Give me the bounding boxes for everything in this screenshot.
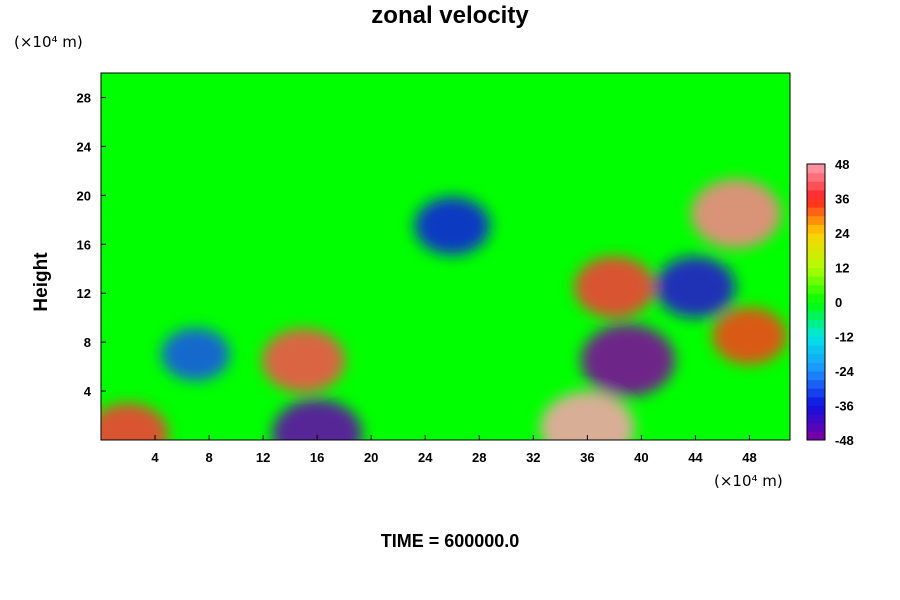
colorbar-segment [807,396,825,406]
plot-area [100,72,791,441]
colorbar-frame [806,163,826,441]
heatmap-feature [262,328,346,393]
colorbar-segment [807,345,825,355]
x-tick-label: 4 [151,450,159,465]
y-tick-label: 24 [77,139,92,154]
colorbar-segment [807,207,825,217]
heatmap-feature [655,256,736,318]
colorbar-segment [807,293,825,303]
colorbar-tick-label: 12 [835,261,849,276]
colorbar-segment [807,224,825,234]
colorbar-segment [807,276,825,286]
time-label: TIME = 600000.0 [380,531,520,551]
colorbar-segment [807,233,825,243]
heatmap-feature [580,324,676,397]
colorbar-segment [807,405,825,415]
heatmap-feature [271,399,363,440]
x-tick-label: 12 [256,450,270,465]
colorbar-segment [807,414,825,424]
x-tick-label: 32 [526,450,540,465]
colorbar-segment [807,327,825,337]
y-tick-label: 12 [77,286,91,301]
colorbar-segment [807,388,825,398]
colorbar-segment [807,319,825,329]
colorbar-segment [807,258,825,268]
colorbar-segment [807,164,825,174]
x-tick-label: 20 [364,450,378,465]
x-tick-label: 44 [688,450,703,465]
chart-title: zonal velocity [371,2,529,29]
colorbar-tick-label: -36 [835,399,854,414]
colorbar-segment [807,431,825,441]
colorbar-segment [807,336,825,346]
colorbar-segment [807,353,825,363]
colorbar-segment [807,379,825,389]
heatmap-feature [414,196,491,256]
colorbar-segment [807,302,825,312]
y-tick-label: 28 [77,90,91,105]
x-tick-label: 24 [418,450,433,465]
heatmap-feature [540,391,635,440]
heatmap-feature [690,178,782,249]
colorbar-segment [807,181,825,191]
colorbar-tick-label: 36 [835,192,849,207]
y-tick-label: 8 [84,335,91,350]
colorbar-segment [807,267,825,277]
plot-frame [100,72,791,441]
colorbar-tick-label: -48 [835,433,854,448]
y-tick-label: 16 [77,237,91,252]
colorbar-segment [807,172,825,182]
heatmap-feature [161,327,231,381]
y-tick-label: 4 [84,384,92,399]
colorbar-segment [807,215,825,225]
x-tick-label: 36 [580,450,594,465]
colorbar-segment [807,189,825,199]
colorbar-segment [807,371,825,381]
x-tick-label: 16 [310,450,324,465]
x-tick-label: 40 [634,450,648,465]
colorbar-segment [807,310,825,320]
heatmap-feature [574,256,655,318]
colorbar-tick-label: -12 [835,330,854,345]
colorbar-tick-label: 0 [835,295,842,310]
colorbar-tick-label: 24 [835,226,850,241]
colorbar-segment [807,284,825,294]
x-tick-label: 48 [742,450,756,465]
colorbar-segment [807,241,825,251]
x-tick-label: 8 [205,450,212,465]
heatmap-feature [712,307,787,365]
colorbar-segment [807,250,825,260]
heatmap-feature [101,402,169,440]
colorbar-tick-label: -24 [835,364,855,379]
colorbar-segment [807,198,825,208]
colorbar: 48 36 24 12 0 -12 -24 -36 -48 [806,157,855,448]
plot-background [101,73,790,440]
y-axis-unit: (×10⁴ m) [14,33,83,51]
x-axis-unit: (×10⁴ m) [714,472,783,490]
colorbar-segment [807,362,825,372]
y-tick-label: 20 [77,188,91,203]
x-tick-label: 28 [472,450,486,465]
colorbar-segment [807,422,825,432]
colorbar-tick-label: 48 [835,157,849,172]
